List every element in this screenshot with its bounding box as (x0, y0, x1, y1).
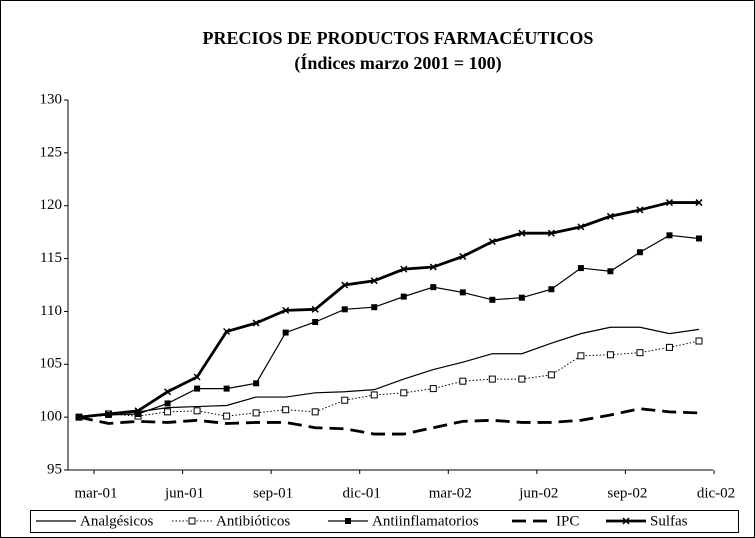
marker (311, 408, 319, 416)
chart-title: PRECIOS DE PRODUCTOS FARMACÉUTICOS (203, 27, 594, 48)
y-tick-label: 115 (40, 250, 62, 266)
x-tick-label: mar-01 (74, 485, 117, 501)
legend-label: Antiinflamatorios (372, 513, 479, 529)
marker (548, 286, 555, 293)
marker (607, 268, 614, 275)
marker (429, 385, 437, 393)
marker (400, 265, 408, 273)
marker (577, 265, 584, 272)
legend-label: Analgésicos (80, 513, 153, 529)
marker (636, 349, 644, 357)
x-tick-label: dic-01 (343, 485, 381, 501)
x-tick-label: dic-02 (697, 485, 735, 501)
marker (164, 408, 172, 416)
marker (547, 229, 555, 237)
marker (430, 284, 437, 291)
marker (194, 385, 201, 392)
marker (75, 413, 83, 421)
marker (188, 517, 196, 525)
marker (135, 410, 142, 417)
marker (622, 517, 630, 525)
marker (488, 375, 496, 383)
marker (312, 319, 319, 325)
marker (311, 305, 319, 313)
marker (606, 351, 614, 359)
marker (223, 327, 231, 336)
series-line (78, 326, 700, 418)
marker (636, 206, 644, 214)
x-tick-label: jun-02 (518, 485, 558, 501)
marker (252, 319, 260, 327)
legend-label: Antibióticos (216, 513, 290, 529)
marker (370, 391, 378, 399)
marker (341, 281, 349, 289)
y-tick-label: 110 (40, 303, 62, 319)
marker (695, 337, 703, 345)
x-tick-label: sep-01 (253, 485, 293, 501)
marker (193, 407, 201, 415)
chart-subtitle: (Índices marzo 2001 = 100) (294, 52, 501, 74)
marker (400, 389, 408, 397)
x-tick-label: sep-02 (607, 485, 647, 501)
series-line (78, 201, 699, 419)
marker (518, 375, 526, 383)
marker (577, 223, 585, 231)
marker (665, 343, 673, 351)
marker (345, 518, 351, 524)
marker (193, 373, 201, 381)
marker (459, 252, 467, 260)
marker (489, 296, 496, 303)
marker (370, 277, 378, 285)
marker (577, 352, 585, 360)
marker (282, 329, 289, 336)
marker (371, 304, 378, 311)
legend-box (30, 510, 739, 533)
marker (459, 289, 466, 296)
marker (695, 199, 703, 207)
legend-label: IPC (556, 513, 579, 529)
marker (341, 396, 349, 404)
legend-label: Sulfas (650, 513, 688, 529)
marker (282, 406, 290, 414)
marker (459, 377, 467, 385)
marker (518, 294, 525, 301)
marker (223, 412, 231, 420)
marker (666, 232, 673, 239)
y-tick-label: 105 (40, 356, 63, 372)
y-tick-label: 95 (47, 461, 62, 477)
marker (696, 235, 702, 242)
y-tick-label: 100 (40, 409, 63, 425)
marker (429, 263, 437, 271)
y-tick-label: 120 (40, 197, 63, 213)
marker (636, 249, 643, 256)
marker (134, 407, 142, 415)
marker (164, 400, 171, 407)
x-tick-label: jun-01 (164, 485, 204, 501)
marker (282, 306, 290, 314)
marker (164, 388, 172, 396)
marker (253, 380, 260, 387)
marker (518, 229, 526, 237)
marker (547, 371, 555, 379)
marker (606, 212, 614, 220)
series-line (78, 234, 700, 418)
marker (400, 293, 407, 300)
marker (252, 409, 260, 417)
marker (488, 238, 496, 246)
marker (341, 306, 348, 313)
x-tick-label: mar-02 (429, 485, 472, 501)
y-tick-label: 125 (40, 144, 63, 160)
marker (223, 385, 230, 392)
y-tick-label: 130 (40, 91, 63, 107)
marker (104, 410, 113, 418)
marker (665, 199, 674, 207)
